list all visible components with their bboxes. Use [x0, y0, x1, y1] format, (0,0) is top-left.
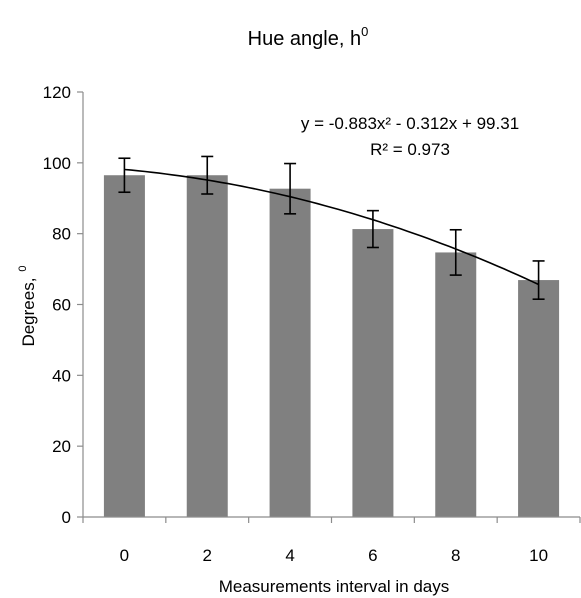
bar-10	[518, 280, 560, 517]
bar-6	[352, 229, 394, 517]
x-tick-label-6: 6	[368, 546, 377, 565]
x-tick-label-0: 0	[120, 546, 129, 565]
y-tick-label-120: 120	[43, 83, 71, 102]
bar-0	[103, 175, 145, 517]
x-tick-label-2: 2	[203, 546, 212, 565]
y-axis-title: Degrees, 0	[17, 265, 38, 346]
y-tick-label-20: 20	[52, 437, 71, 456]
x-tick-label-10: 10	[529, 546, 548, 565]
bar-8	[435, 252, 477, 517]
trendline	[124, 168, 539, 286]
trendline-r-squared: R² = 0.973	[370, 140, 450, 159]
plot-area: 0 20 40 60 80 100 120 0 2 4 6 8 10	[43, 83, 581, 565]
trendline-equation: y = -0.883x² - 0.312x + 99.31	[301, 114, 519, 133]
x-tick-label-4: 4	[285, 546, 294, 565]
x-axis-title: Measurements interval in days	[219, 577, 450, 596]
chart-title: Hue angle, h0	[248, 24, 369, 50]
y-tick-label-80: 80	[52, 225, 71, 244]
chart-title-superscript: 0	[361, 24, 368, 39]
x-tick-label-8: 8	[451, 546, 460, 565]
y-axis-title-superscript: 0	[17, 265, 29, 271]
y-tick-label-60: 60	[52, 296, 71, 315]
bar-2	[186, 175, 228, 517]
bar-4	[269, 188, 311, 517]
y-tick-label-100: 100	[43, 154, 71, 173]
y-axis-title-text: Degrees,	[19, 278, 38, 347]
y-tick-label-0: 0	[62, 508, 71, 527]
chart-title-text: Hue angle, h	[248, 28, 361, 50]
y-tick-label-40: 40	[52, 366, 71, 385]
